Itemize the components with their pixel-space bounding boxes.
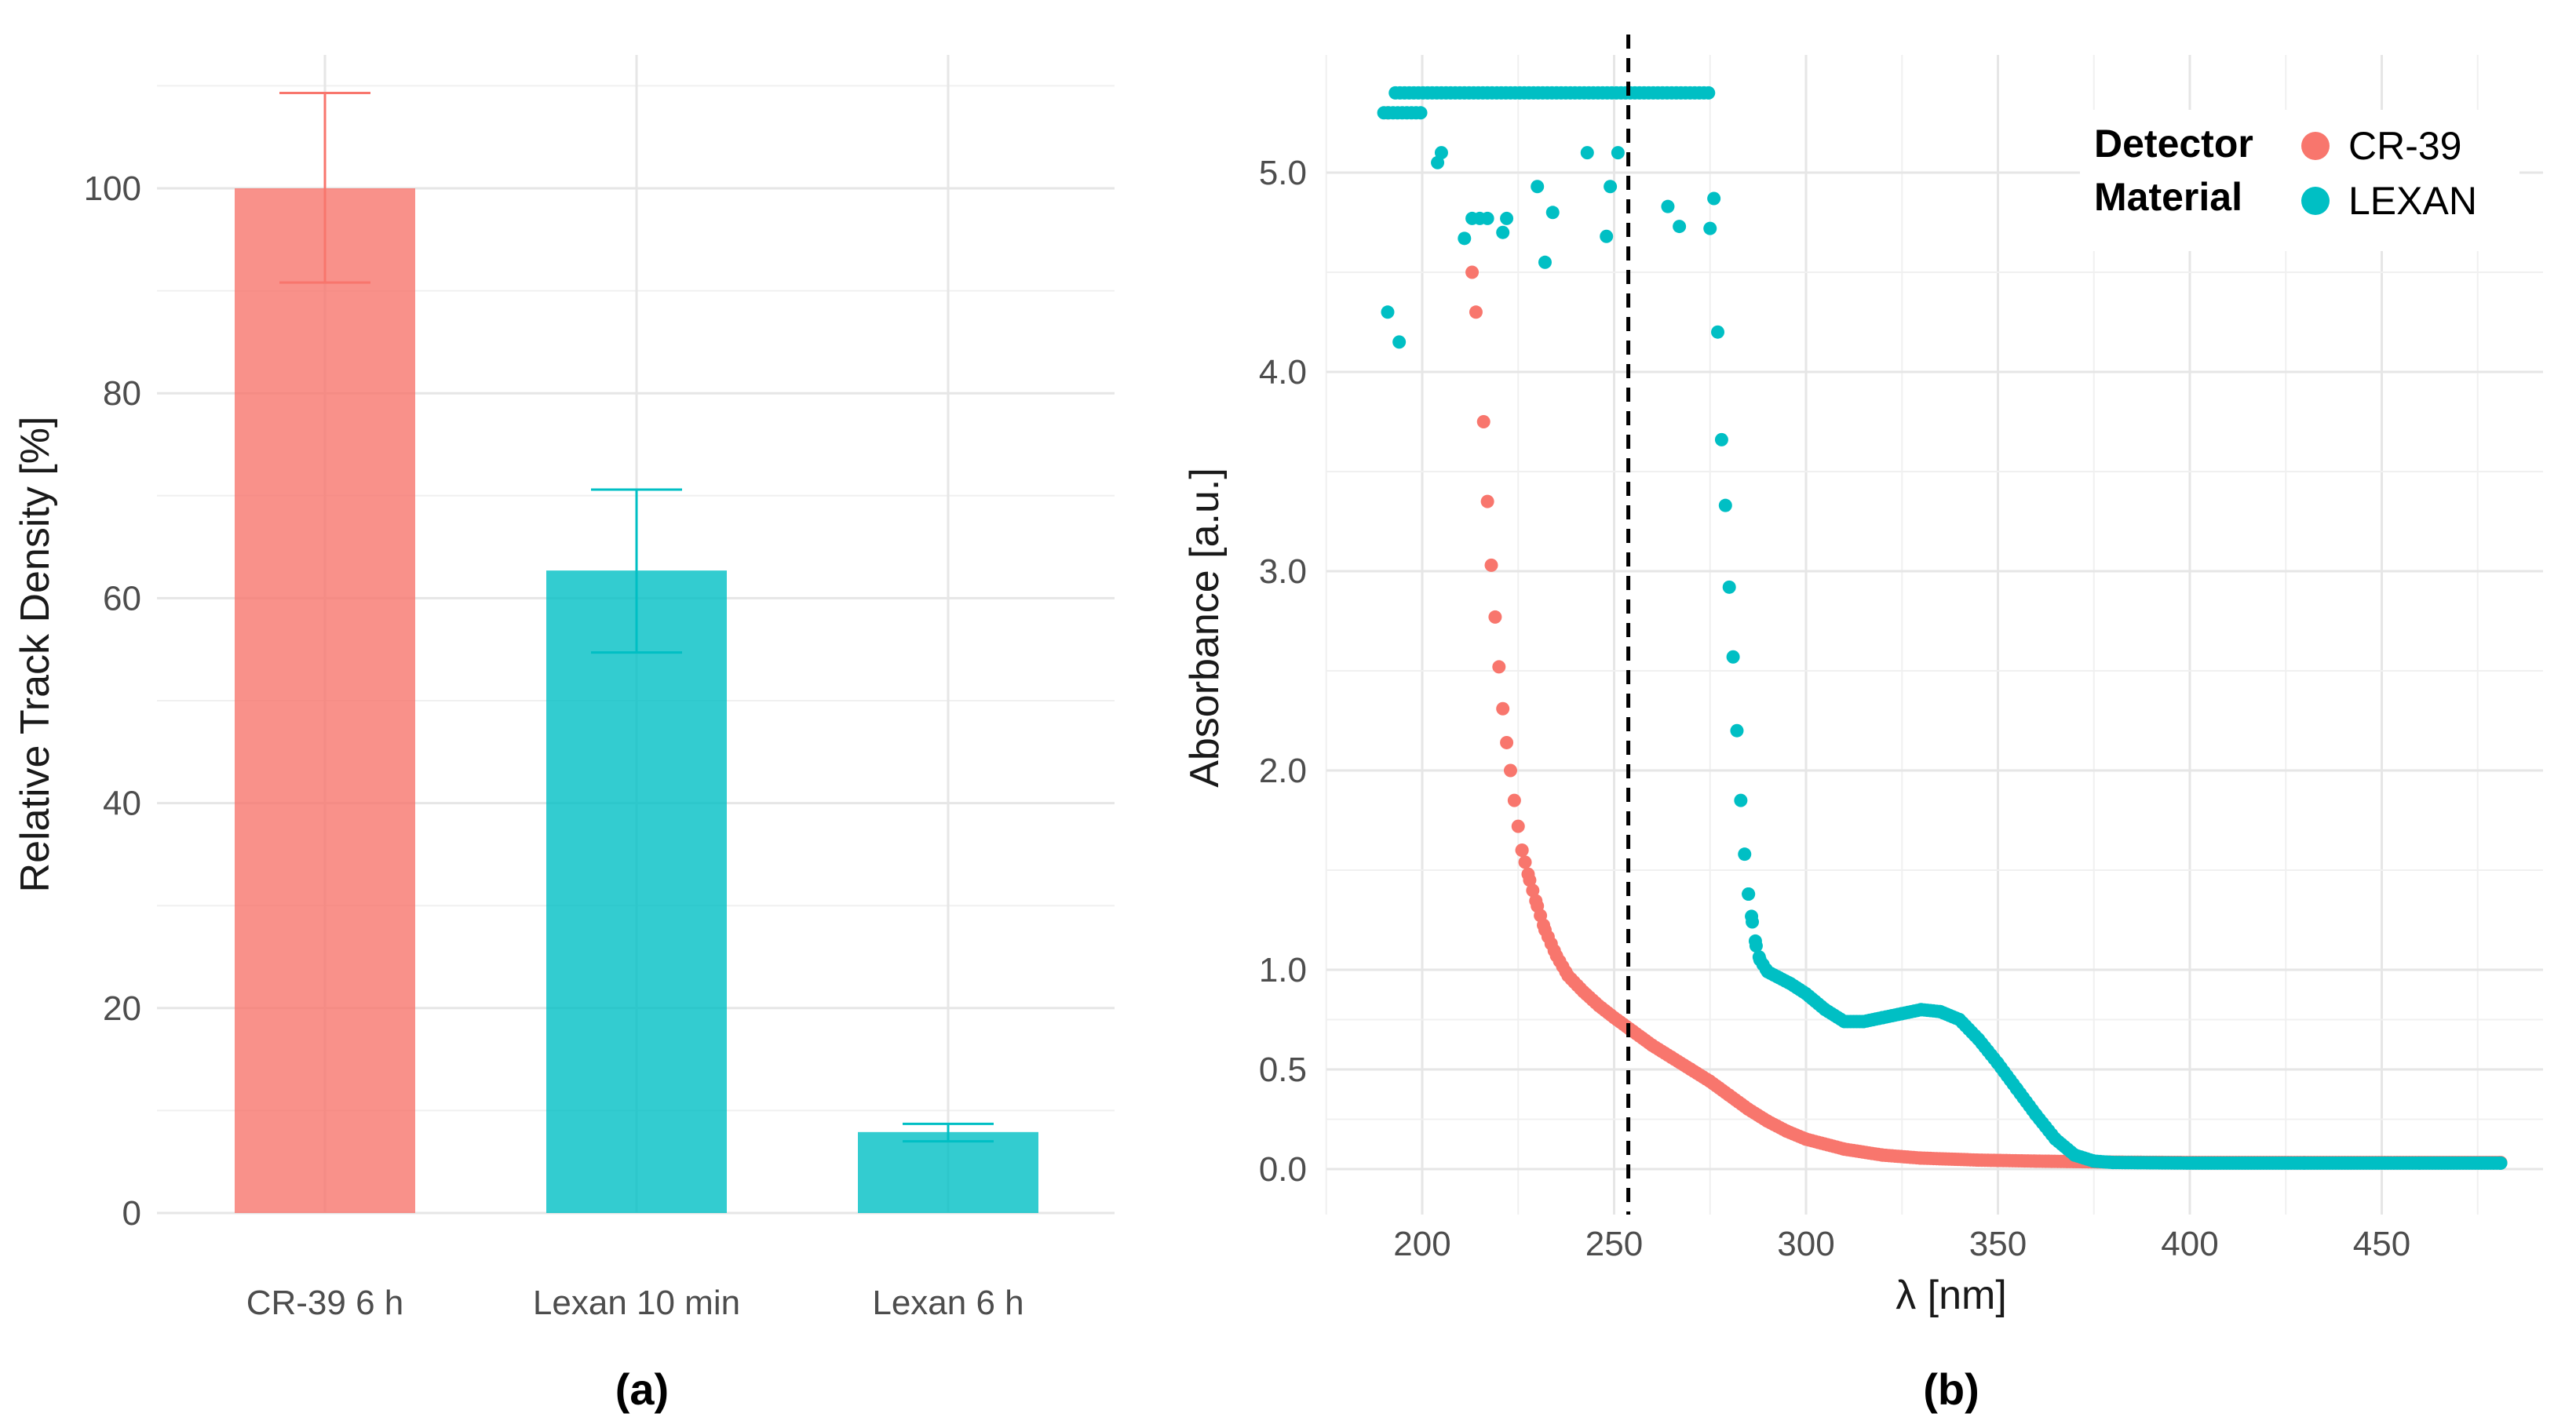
point-lexan — [1738, 847, 1752, 862]
x-tick-label: CR-39 6 h — [246, 1284, 404, 1322]
point-lexan — [1661, 199, 1675, 213]
point-lexan — [1496, 225, 1510, 239]
point-cr39 — [1476, 415, 1491, 428]
y-tick-label: 2.0 — [1259, 752, 1307, 790]
point-lexan — [1730, 723, 1744, 738]
point-lexan — [1611, 146, 1625, 160]
point-lexan — [1703, 221, 1717, 235]
error-bar-2 — [903, 1122, 994, 1143]
series-lexan — [1377, 86, 2508, 1170]
panel-a-bars — [235, 188, 1038, 1213]
error-bar-0 — [279, 92, 370, 284]
point-cr39 — [1515, 843, 1529, 858]
panel-b-tick-labels: 200 250 300 350 400 450 0.0 0.5 1.0 2.0 3.0 4.0 5.0 — [1259, 154, 2410, 1263]
y-tick-label: 0.0 — [1259, 1150, 1307, 1189]
point-cr39 — [1469, 305, 1483, 319]
point-cr39 — [1503, 763, 1517, 778]
point-lexan — [1600, 229, 1614, 243]
legend-title-line1: Detector — [2094, 122, 2253, 166]
panel-b-x-axis-title: λ [nm] — [1896, 1273, 2007, 1318]
x-tick-label: Lexan 6 h — [872, 1284, 1023, 1322]
point-lexan — [1718, 498, 1732, 512]
point-cr39 — [1523, 873, 1537, 887]
bar-1 — [546, 570, 727, 1213]
x-tick-label: 350 — [1969, 1225, 2027, 1263]
point-lexan — [2494, 1156, 2508, 1170]
point-lexan — [1381, 305, 1395, 319]
point-lexan — [1714, 432, 1728, 446]
y-tick-label: 3.0 — [1259, 552, 1307, 591]
panel-b-y-axis-title: Absorbance [a.u.] — [1182, 468, 1228, 788]
x-tick-label: Lexan 10 min — [533, 1284, 740, 1322]
error-bar-1 — [591, 488, 682, 654]
x-tick-label: 400 — [2161, 1225, 2218, 1263]
point-cr39 — [1500, 735, 1514, 749]
point-lexan — [1707, 191, 1721, 206]
point-cr39 — [1484, 558, 1498, 572]
legend: Detector Material CR-39 LEXAN — [2080, 110, 2519, 251]
x-tick-label: 300 — [1777, 1225, 1834, 1263]
legend-title-line2: Material — [2094, 175, 2242, 219]
panel-a-bar-chart: CR-39 6 h Lexan 10 min Lexan 6 h 0 20 40 60 80 1… — [13, 55, 1115, 1414]
panel-b-points — [1377, 86, 2508, 1170]
x-tick-label: 250 — [1585, 1225, 1643, 1263]
point-lexan — [1538, 255, 1552, 269]
legend-key-cr39 — [2301, 132, 2330, 160]
point-lexan — [1726, 650, 1740, 664]
point-cr39 — [1488, 610, 1502, 624]
point-lexan — [1673, 220, 1687, 234]
y-tick-label: 40 — [103, 785, 141, 823]
legend-label-cr39: CR-39 — [2348, 124, 2461, 168]
point-cr39 — [1511, 819, 1525, 833]
point-lexan — [1702, 86, 1716, 100]
point-cr39 — [1480, 494, 1494, 508]
bar-2 — [858, 1131, 1038, 1213]
legend-label-lexan: LEXAN — [2348, 179, 2477, 223]
legend-background — [2080, 110, 2519, 251]
panel-a-tick-labels: CR-39 6 h Lexan 10 min Lexan 6 h 0 20 40 60 80 1… — [84, 169, 1024, 1322]
panel-b-scatter-chart: 200 250 300 350 400 4500.00.51.02.03.04.05.0 … — [1182, 35, 2543, 1414]
point-lexan — [1458, 231, 1472, 246]
point-lexan — [1742, 887, 1756, 901]
point-lexan — [1734, 793, 1748, 807]
point-lexan — [1711, 325, 1725, 339]
legend-key-lexan — [2301, 187, 2330, 215]
bar-0 — [235, 188, 415, 1213]
panel-a-y-axis-title: Relative Track Density [%] — [13, 417, 58, 893]
point-lexan — [1722, 580, 1736, 594]
point-cr39 — [1496, 701, 1510, 716]
panel-b-label: (b) — [1923, 1364, 1979, 1414]
point-lexan — [1414, 106, 1428, 120]
y-tick-label: 20 — [103, 989, 141, 1028]
y-tick-label: 80 — [103, 374, 141, 413]
y-tick-label: 4.0 — [1259, 353, 1307, 392]
point-lexan — [1531, 180, 1545, 194]
point-cr39 — [1518, 855, 1532, 869]
x-tick-label: 200 — [1393, 1225, 1450, 1263]
point-cr39 — [1507, 793, 1521, 807]
y-tick-label: 60 — [103, 579, 141, 617]
y-tick-label: 1.0 — [1259, 951, 1307, 989]
point-lexan — [1604, 180, 1618, 194]
x-tick-label: 450 — [2353, 1225, 2410, 1263]
point-lexan — [1545, 206, 1560, 220]
point-cr39 — [1526, 883, 1540, 898]
point-lexan — [1580, 146, 1594, 160]
y-tick-label: 0.5 — [1259, 1051, 1307, 1089]
point-lexan — [1480, 211, 1494, 225]
point-lexan — [1392, 335, 1407, 349]
panel-a-error-bars — [279, 92, 994, 1143]
y-tick-label: 5.0 — [1259, 154, 1307, 192]
y-tick-label: 100 — [84, 169, 141, 208]
point-cr39 — [1492, 660, 1506, 674]
panel-b-grid — [1325, 55, 2543, 1215]
panel-a-label: (a) — [615, 1364, 669, 1414]
point-lexan — [1749, 939, 1763, 953]
point-lexan — [1434, 146, 1448, 160]
point-cr39 — [1465, 265, 1480, 279]
y-tick-label: 0 — [122, 1194, 141, 1233]
point-lexan — [1746, 915, 1760, 929]
point-lexan — [1500, 211, 1514, 225]
